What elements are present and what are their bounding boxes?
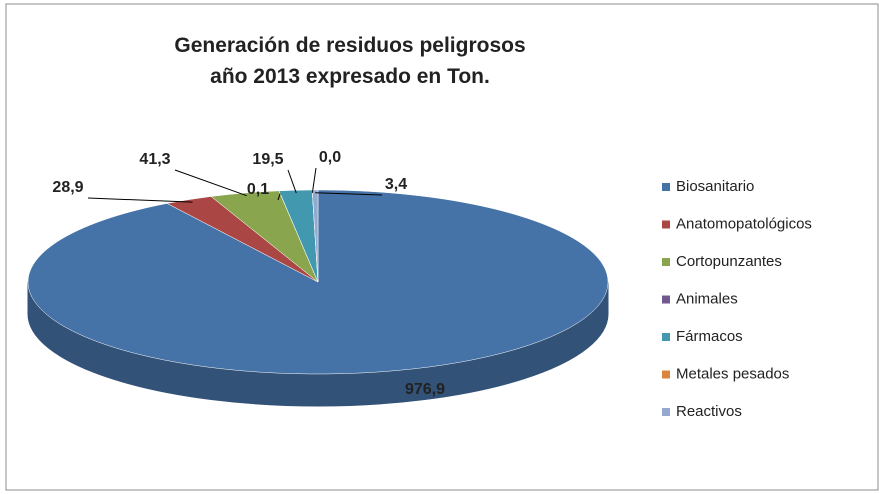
legend-label: Cortopunzantes xyxy=(676,253,782,270)
legend-swatch xyxy=(662,295,670,304)
leader-line xyxy=(174,169,247,197)
legend-swatch xyxy=(662,333,670,341)
data-label: 41,3 xyxy=(139,151,170,168)
data-label: 976,9 xyxy=(405,381,445,398)
legend-label: Fármacos xyxy=(676,328,743,345)
data-label: 3,4 xyxy=(385,176,407,193)
legend-swatch xyxy=(662,408,670,416)
data-label: 28,9 xyxy=(52,179,83,196)
legend-swatch xyxy=(662,370,670,379)
legend-label: Animales xyxy=(676,290,738,307)
legend-swatch xyxy=(662,258,670,266)
leader-line xyxy=(87,197,193,203)
data-label: 0,1 xyxy=(247,181,269,198)
legend-label: Biosanitario xyxy=(676,178,754,195)
chart-title: Generación de residuos peligrosos año 20… xyxy=(174,34,526,88)
legend-label: Metales pesados xyxy=(676,365,789,382)
slice xyxy=(311,189,319,283)
leader-line xyxy=(287,169,297,194)
data-label: 19,5 xyxy=(252,151,283,168)
leader-line xyxy=(315,192,383,196)
legend-swatch xyxy=(662,220,670,229)
data-label: 0,0 xyxy=(319,149,341,166)
legend-swatch xyxy=(662,183,670,191)
leader-line xyxy=(277,193,281,201)
leader-line xyxy=(311,167,317,193)
legend-label: Anatomopatológicos xyxy=(676,215,812,232)
legend-label: Reactivos xyxy=(676,403,742,420)
